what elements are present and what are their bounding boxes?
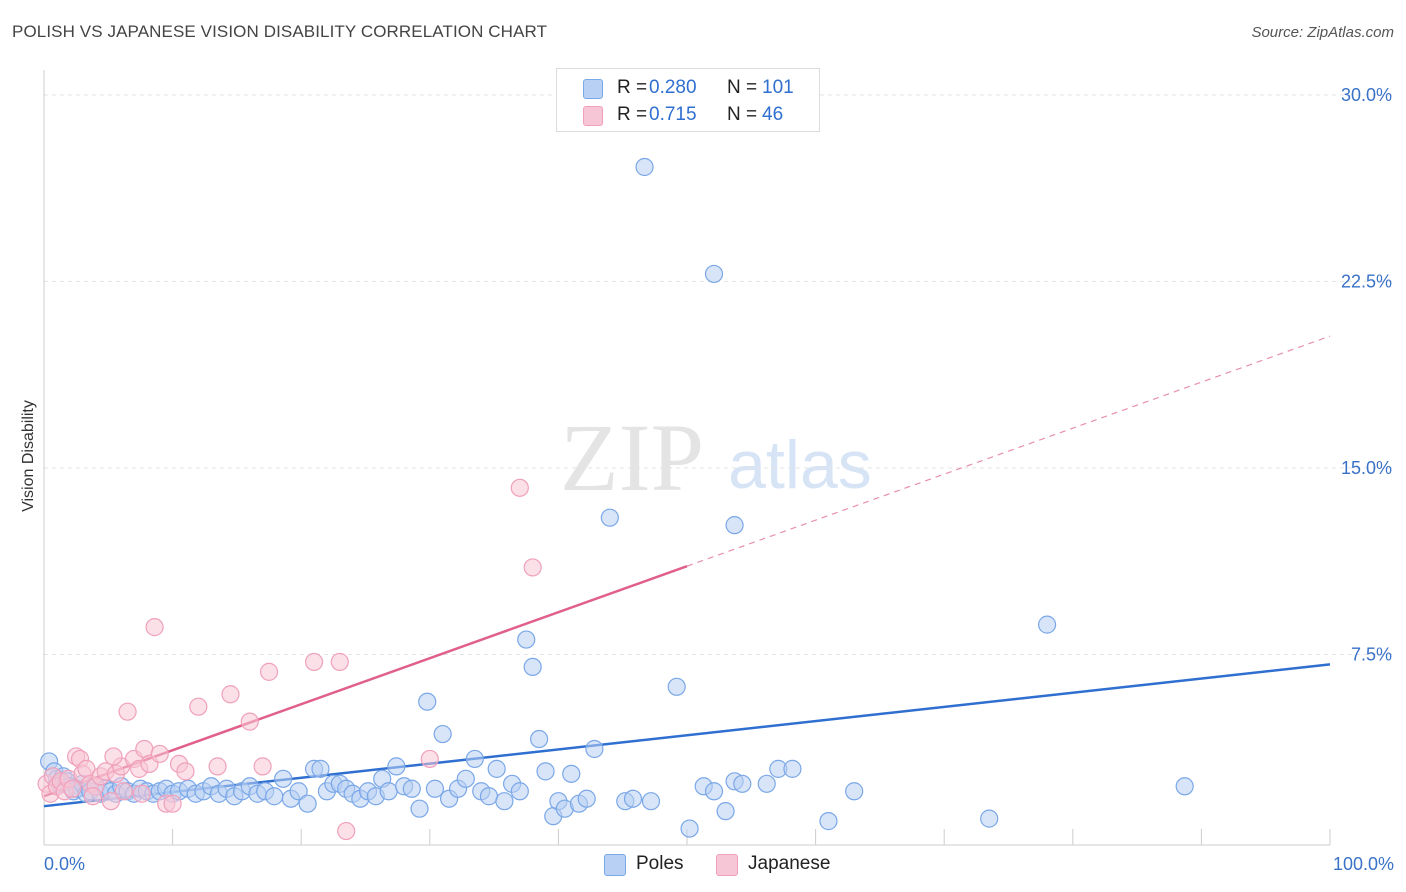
poles-point bbox=[523, 657, 542, 677]
poles-point bbox=[479, 787, 499, 806]
poles-point bbox=[845, 782, 864, 801]
poles-point bbox=[623, 789, 643, 808]
japanese-point bbox=[63, 779, 82, 798]
poles-point bbox=[585, 739, 604, 759]
japanese-point bbox=[101, 792, 120, 811]
poles-point bbox=[704, 782, 724, 801]
poles-point bbox=[536, 762, 555, 781]
japanese-point bbox=[337, 821, 356, 841]
japanese-swatch bbox=[716, 854, 738, 876]
japanese-point bbox=[420, 749, 439, 769]
poles-point bbox=[530, 729, 549, 749]
y-tick-label: 30.0% bbox=[1341, 85, 1392, 105]
poles-point bbox=[465, 749, 484, 769]
poles-point bbox=[635, 157, 654, 177]
watermark-zip: ZIP bbox=[560, 404, 704, 511]
japanese-point bbox=[114, 782, 133, 801]
poles-point bbox=[704, 264, 724, 284]
legend-r-value: 0.280 bbox=[649, 77, 697, 98]
japanese-point bbox=[523, 558, 542, 577]
legend-row-japanese: R = 0.715 N = 46 bbox=[557, 100, 819, 128]
poles-point bbox=[716, 802, 735, 821]
japanese-point bbox=[221, 685, 240, 704]
poles-point bbox=[487, 759, 506, 778]
legend: R = 0.280 N = 101 R = 0.715 N = 46 bbox=[556, 68, 820, 132]
legend-r-label: R = bbox=[617, 77, 648, 98]
japanese-point bbox=[118, 702, 137, 721]
chart-source: Source: ZipAtlas.com bbox=[1251, 24, 1394, 41]
poles-point bbox=[510, 782, 529, 801]
x-tick-label: 100.0% bbox=[1333, 854, 1394, 874]
japanese-trend-extension bbox=[686, 335, 1331, 567]
japanese-point bbox=[189, 697, 208, 716]
poles-point bbox=[562, 764, 581, 783]
legend-row-poles: R = 0.280 N = 101 bbox=[557, 73, 819, 101]
japanese-point bbox=[145, 618, 164, 637]
poles-point bbox=[311, 759, 330, 778]
poles-point bbox=[733, 774, 752, 793]
poles-point bbox=[410, 799, 429, 818]
legend-r-label: R = bbox=[617, 104, 648, 125]
japanese-swatch bbox=[583, 106, 603, 126]
poles-point bbox=[274, 769, 293, 788]
poles-point bbox=[680, 819, 699, 838]
legend-n-label: N = bbox=[727, 77, 758, 98]
japanese-point bbox=[150, 744, 169, 764]
japanese-point bbox=[330, 652, 349, 672]
watermark-atlas: atlas bbox=[728, 427, 872, 503]
japanese-point bbox=[253, 757, 272, 776]
poles-point bbox=[725, 516, 744, 535]
legend-n-value: 101 bbox=[762, 77, 794, 98]
legend-n-label: N = bbox=[727, 104, 758, 125]
poles-point bbox=[402, 779, 421, 798]
poles-point bbox=[265, 787, 284, 806]
japanese-point bbox=[240, 712, 259, 731]
poles-point bbox=[980, 809, 999, 828]
poles-point bbox=[1175, 777, 1194, 796]
japanese-point bbox=[304, 652, 324, 672]
poles-point bbox=[757, 774, 776, 793]
poles-point bbox=[298, 794, 317, 813]
poles-point bbox=[1037, 615, 1057, 634]
japanese-point bbox=[83, 787, 102, 806]
japanese-point bbox=[176, 762, 195, 781]
poles-point bbox=[783, 759, 802, 778]
poles-swatch bbox=[583, 79, 603, 99]
poles-point bbox=[577, 789, 596, 808]
poles-point bbox=[667, 677, 686, 696]
poles-point bbox=[425, 779, 445, 798]
poles-point bbox=[456, 769, 475, 788]
japanese-point bbox=[104, 747, 123, 766]
poles-swatch bbox=[604, 854, 626, 876]
poles-point bbox=[495, 792, 514, 811]
poles-point bbox=[379, 782, 398, 801]
poles-trend-line bbox=[43, 663, 1331, 808]
poles-point bbox=[418, 692, 437, 711]
poles-point bbox=[600, 508, 619, 527]
japanese-point bbox=[259, 662, 279, 681]
chart-title: POLISH VS JAPANESE VISION DISABILITY COR… bbox=[12, 22, 548, 41]
x-tick-label: 0.0% bbox=[44, 854, 85, 874]
poles-point bbox=[517, 630, 536, 649]
y-tick-label: 15.0% bbox=[1341, 458, 1392, 478]
poles-point bbox=[433, 724, 452, 744]
poles-label: Poles bbox=[636, 853, 684, 874]
poles-point bbox=[641, 792, 661, 811]
legend-n-value: 46 bbox=[762, 104, 784, 125]
japanese-point bbox=[208, 757, 227, 776]
japanese-point bbox=[510, 478, 529, 497]
japanese-label: Japanese bbox=[748, 853, 831, 874]
legend-r-value: 0.715 bbox=[649, 104, 697, 125]
japanese-point bbox=[163, 794, 182, 813]
poles-point bbox=[289, 782, 308, 801]
y-tick-label: 22.5% bbox=[1341, 271, 1392, 291]
poles-point bbox=[387, 757, 406, 776]
japanese-point bbox=[132, 784, 151, 803]
poles-point bbox=[819, 812, 838, 831]
y-tick-label: 7.5% bbox=[1351, 644, 1392, 664]
